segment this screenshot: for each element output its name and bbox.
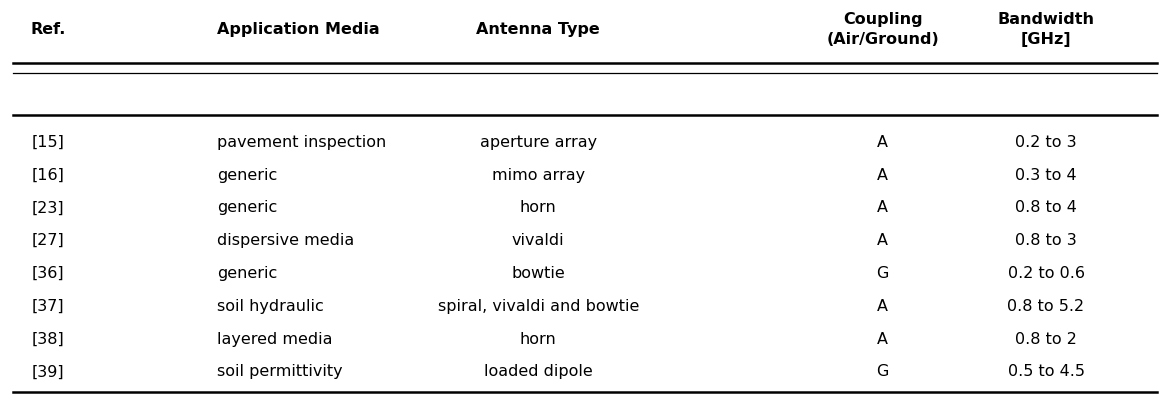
Text: 0.2 to 3: 0.2 to 3 [1016,135,1076,150]
Text: A: A [878,168,888,183]
Text: mimo array: mimo array [491,168,585,183]
Text: Coupling
(Air/Ground): Coupling (Air/Ground) [826,12,940,46]
Text: bowtie: bowtie [511,266,565,281]
Text: [37]: [37] [32,299,64,314]
Text: Ref.: Ref. [30,22,66,37]
Text: 0.2 to 0.6: 0.2 to 0.6 [1007,266,1085,281]
Text: A: A [878,135,888,150]
Text: [27]: [27] [32,233,64,248]
Text: G: G [876,266,889,281]
Text: dispersive media: dispersive media [218,233,355,248]
Text: 0.8 to 2: 0.8 to 2 [1016,332,1078,347]
Text: A: A [878,299,888,314]
Text: [36]: [36] [32,266,64,281]
Text: 0.8 to 3: 0.8 to 3 [1016,233,1076,248]
Text: Bandwidth
[GHz]: Bandwidth [GHz] [998,12,1095,46]
Text: A: A [878,332,888,347]
Text: horn: horn [519,332,557,347]
Text: soil hydraulic: soil hydraulic [218,299,324,314]
Text: [38]: [38] [32,332,64,347]
Text: generic: generic [218,168,277,183]
Text: generic: generic [218,200,277,216]
Text: A: A [878,233,888,248]
Text: A: A [878,200,888,216]
Text: generic: generic [218,266,277,281]
Text: vivaldi: vivaldi [512,233,565,248]
Text: [16]: [16] [32,168,64,183]
Text: layered media: layered media [218,332,332,347]
Text: spiral, vivaldi and bowtie: spiral, vivaldi and bowtie [438,299,639,314]
Text: Application Media: Application Media [218,22,380,37]
Text: Antenna Type: Antenna Type [476,22,600,37]
Text: [39]: [39] [32,364,64,380]
Text: horn: horn [519,200,557,216]
Text: loaded dipole: loaded dipole [484,364,593,380]
Text: aperture array: aperture array [480,135,597,150]
Text: G: G [876,364,889,380]
Text: soil permittivity: soil permittivity [218,364,343,380]
Text: 0.8 to 4: 0.8 to 4 [1016,200,1078,216]
Text: pavement inspection: pavement inspection [218,135,386,150]
Text: 0.3 to 4: 0.3 to 4 [1016,168,1076,183]
Text: 0.5 to 4.5: 0.5 to 4.5 [1007,364,1085,380]
Text: 0.8 to 5.2: 0.8 to 5.2 [1007,299,1085,314]
Text: [15]: [15] [32,135,64,150]
Text: [23]: [23] [32,200,64,216]
